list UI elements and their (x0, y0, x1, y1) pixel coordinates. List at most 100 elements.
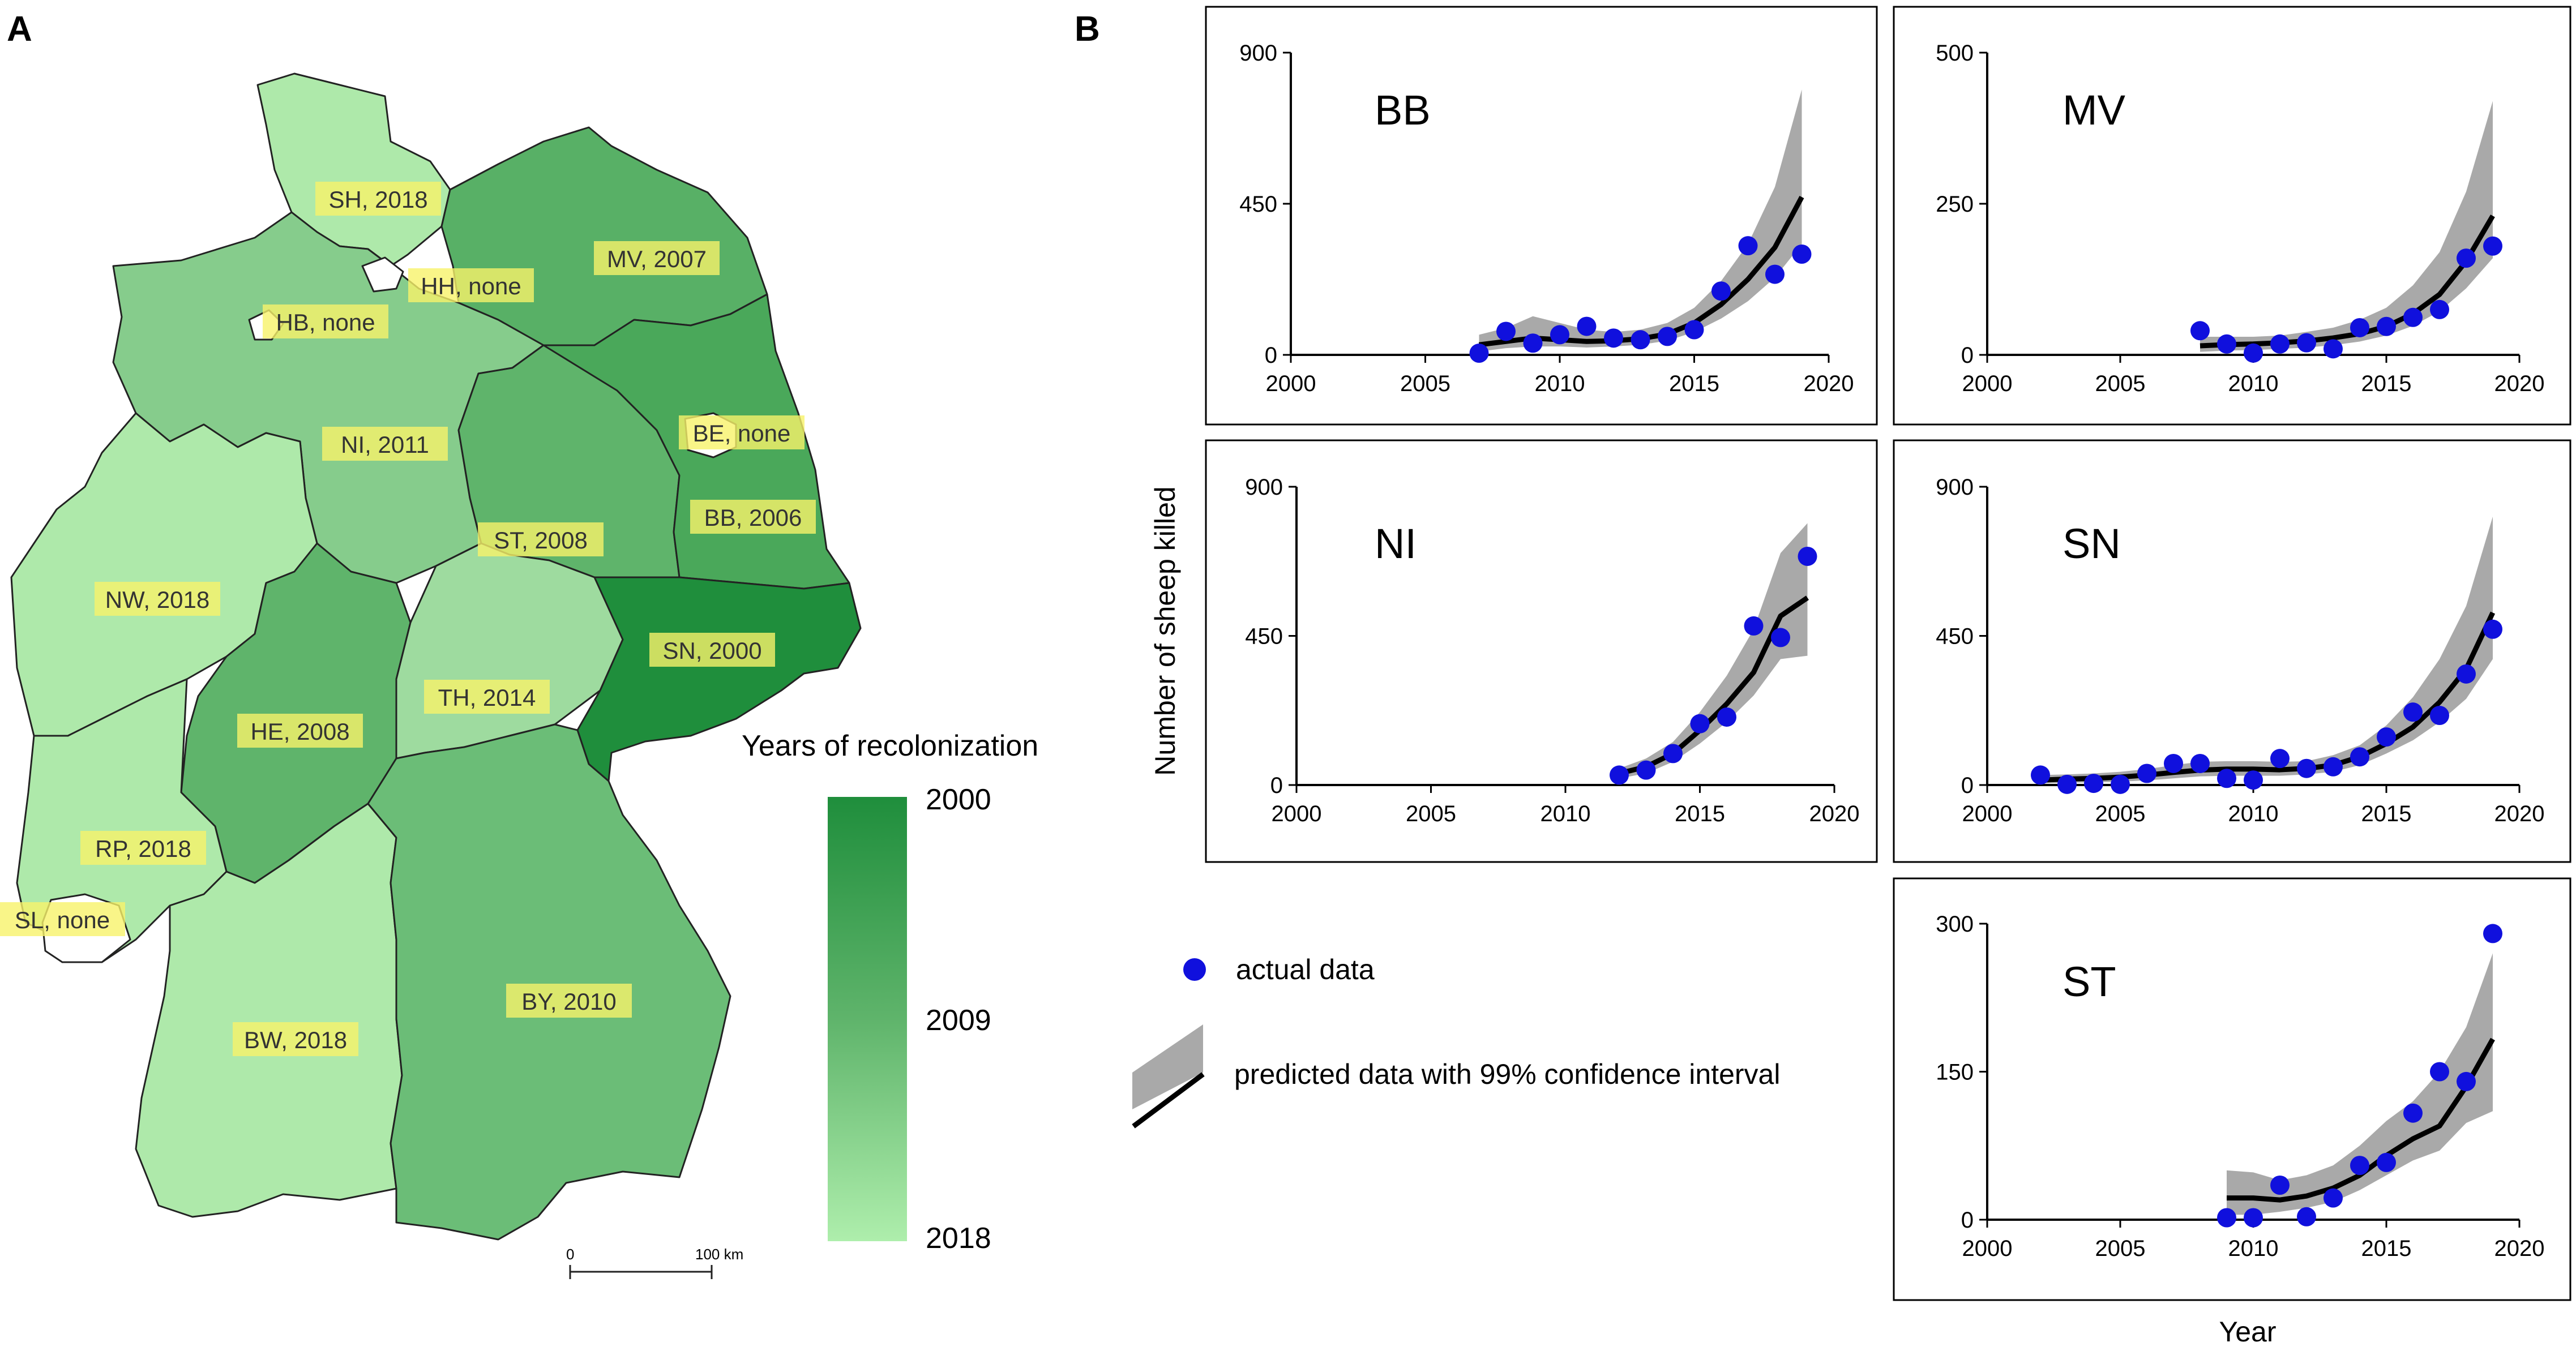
predicted-line (1618, 595, 1809, 776)
x-tick-label: 2020 (2494, 801, 2545, 826)
state-label-bg-bb (690, 500, 816, 534)
state-hh (361, 256, 404, 293)
actual-point (2244, 1208, 2263, 1228)
actual-point (2217, 769, 2236, 788)
actual-point (1798, 546, 1817, 566)
actual-point (2323, 339, 2343, 359)
y-tick-label: 0 (1265, 343, 1277, 368)
x-tick-label: 2015 (1675, 801, 1725, 826)
actual-point (1744, 616, 1764, 636)
actual-point (2217, 334, 2236, 354)
panel-frame (1205, 439, 1878, 863)
state-label-bg-st (478, 522, 604, 556)
chart-panel-st: 2000 2005 2010 2015 2020 0 150 300 ST (1893, 877, 2571, 1301)
actual-point (2377, 727, 2396, 747)
state-label-bg-ni (322, 427, 448, 461)
panel-frame (1893, 877, 2571, 1301)
state-label-sh: SH, 2018 (328, 186, 427, 213)
x-tick-label: 2000 (1272, 801, 1322, 826)
actual-point (2350, 318, 2369, 337)
legend-actual-label: actual data (1236, 954, 1375, 985)
actual-point (2430, 706, 2449, 726)
actual-point (2084, 774, 2103, 794)
legend-predicted-label: predicted data with 99% confidence inter… (1234, 1058, 1780, 1090)
legend-tick-2009: 2009 (926, 1004, 991, 1037)
actual-point (2190, 321, 2210, 341)
y-tick-label: 250 (1936, 192, 1974, 217)
actual-point (2403, 307, 2423, 327)
chart-panel-bb: 2000 2005 2010 2015 2020 0 450 900 BB (1205, 6, 1878, 426)
legend-colorbar (828, 797, 907, 1241)
x-tick-label: 2005 (2095, 801, 2146, 826)
actual-point (1765, 264, 1785, 284)
actual-point (1792, 245, 1812, 264)
state-label-rp: RP, 2018 (95, 835, 191, 862)
actual-point (2403, 1103, 2423, 1123)
state-label-bg-mv (594, 241, 720, 275)
actual-point (2430, 299, 2449, 319)
state-label-hh: HH, none (421, 273, 521, 299)
actual-point (1663, 744, 1683, 764)
state-label-bb: BB, 2006 (704, 504, 802, 531)
panel-title: ST (2062, 958, 2116, 1005)
state-label-by: BY, 2010 (521, 988, 616, 1015)
ci-band (2200, 101, 2493, 352)
x-tick-label: 2005 (2095, 371, 2146, 396)
y-tick-label: 0 (1961, 1208, 1974, 1233)
chart-panel-ni: 2000 2005 2010 2015 2020 0 450 900 NI (1205, 439, 1878, 863)
y-tick-label: 300 (1936, 912, 1974, 937)
germany-map (10, 72, 862, 1241)
chart-panels: 2000 2005 2010 2015 2020 0 450 900 BB 2000 2005 201… (1205, 6, 2571, 1301)
state-label-ni: NI, 2011 (341, 431, 429, 458)
actual-point (2270, 749, 2290, 769)
map-labels: SH, 2018 MV, 2007 HH, none HB, none NI, 2011… (0, 182, 816, 1056)
panel-title: BB (1375, 87, 1431, 134)
y-tick-label: 450 (1239, 192, 1277, 217)
actual-point (1577, 316, 1597, 336)
scale-bar-start: 0 (566, 1246, 574, 1263)
x-axis-title: Year (2219, 1316, 2276, 1348)
x-tick-label: 2010 (2228, 1236, 2279, 1261)
x-tick-label: 2000 (1962, 1236, 2013, 1261)
x-tick-label: 2020 (1804, 371, 1854, 396)
actual-point (1658, 327, 1677, 346)
state-label-bg-sh (315, 182, 441, 216)
state-label-bg-he (237, 714, 363, 748)
state-label-bg-hh (408, 268, 534, 302)
actual-point (1550, 325, 1569, 345)
state-mv (440, 126, 768, 346)
panel-title: NI (1375, 520, 1417, 567)
state-label-be: BE, none (693, 420, 791, 447)
state-label-bg-th (424, 680, 550, 714)
x-tick-label: 2000 (1962, 371, 2013, 396)
ci-band (1479, 89, 1802, 352)
actual-point (2164, 753, 2183, 773)
actual-point (2377, 316, 2396, 336)
x-tick-label: 2020 (2494, 1236, 2545, 1261)
x-tick-label: 2010 (1535, 371, 1585, 396)
x-tick-label: 2020 (1809, 801, 1860, 826)
actual-point (2244, 343, 2263, 363)
actual-point (2297, 333, 2316, 353)
state-label-sn: SN, 2000 (662, 637, 761, 664)
state-label-bg-nw (95, 582, 220, 616)
x-tick-label: 2015 (2361, 371, 2412, 396)
panel-label-b: B (1075, 10, 1100, 49)
state-label-mv: MV, 2007 (607, 246, 707, 272)
actual-point (2137, 764, 2156, 783)
actual-point (1771, 628, 1790, 647)
actual-point (1636, 760, 1656, 780)
actual-point (2297, 1207, 2316, 1226)
actual-point (1711, 281, 1731, 301)
panel-frame (1893, 6, 2571, 426)
actual-point (2217, 1208, 2236, 1228)
actual-point (1684, 320, 1704, 340)
y-tick-label: 0 (1961, 343, 1974, 368)
actual-point (1604, 328, 1623, 348)
actual-point (1690, 714, 1710, 734)
actual-point (2350, 747, 2369, 767)
x-tick-label: 2015 (1669, 371, 1719, 396)
y-tick-label: 150 (1936, 1060, 1974, 1085)
y-tick-label: 0 (1270, 773, 1283, 798)
